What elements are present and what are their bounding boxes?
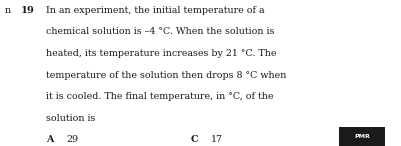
Text: 17: 17 (211, 135, 223, 145)
Text: 29: 29 (66, 135, 78, 145)
Text: it is cooled. The final temperature, in °C, of the: it is cooled. The final temperature, in … (46, 92, 273, 101)
FancyBboxPatch shape (339, 127, 385, 146)
Text: chemical solution is –4 °C. When the solution is: chemical solution is –4 °C. When the sol… (46, 27, 275, 36)
Text: PMR: PMR (354, 134, 370, 139)
Text: solution is: solution is (46, 114, 95, 123)
Text: C: C (190, 135, 198, 145)
Text: In an experiment, the initial temperature of a: In an experiment, the initial temperatur… (46, 6, 265, 15)
Text: A: A (46, 135, 53, 145)
Text: 19: 19 (21, 6, 35, 15)
Text: temperature of the solution then drops 8 °C when: temperature of the solution then drops 8… (46, 71, 286, 80)
Text: heated, its temperature increases by 21 °C. The: heated, its temperature increases by 21 … (46, 49, 277, 58)
Text: n: n (5, 6, 11, 15)
